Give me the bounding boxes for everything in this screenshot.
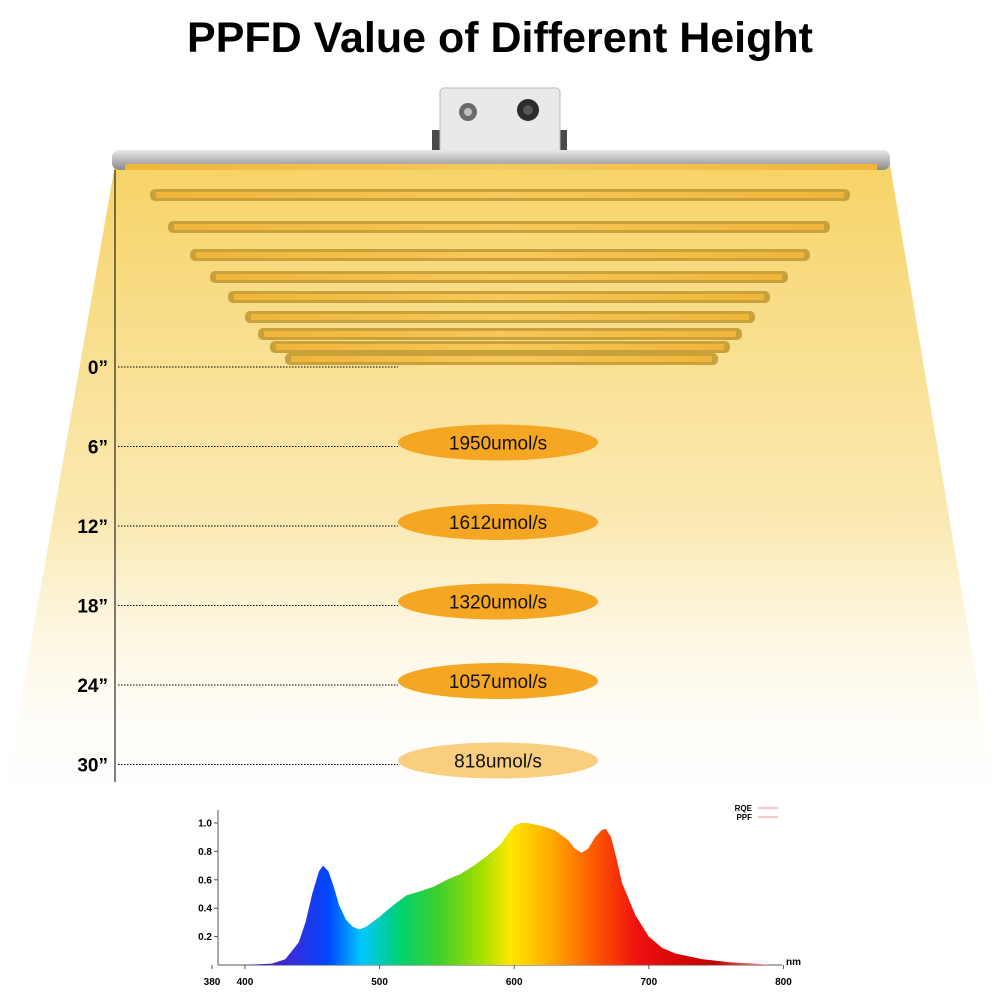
spectrum-legend-label: RQE <box>735 804 753 813</box>
height-label: 18” <box>77 597 108 618</box>
led-strip <box>196 252 804 258</box>
height-row: 24” 1057umol/s <box>77 663 598 699</box>
spectrum-x-label: nm <box>786 957 801 968</box>
ppfd-badge <box>398 424 598 461</box>
light-beam <box>0 165 1000 820</box>
ppfd-badge <box>398 583 598 620</box>
spectrum-y-tick-label: 0.6 <box>198 875 212 886</box>
spectrum-x-tick-label: 800 <box>775 977 792 988</box>
spectrum-legend-label: PPF <box>736 813 752 822</box>
height-label: 24” <box>77 676 108 697</box>
height-label: 12” <box>77 517 108 538</box>
height-row: 18” 1320umol/s <box>77 583 598 620</box>
led-strip <box>276 344 724 350</box>
height-row: 0” <box>88 358 398 379</box>
ppfd-value: 1320umol/s <box>449 593 547 614</box>
ppfd-badge <box>398 663 598 699</box>
spectrum-x-tick-label: 380 <box>204 977 221 988</box>
height-row: 6” 1950umol/s <box>88 424 598 461</box>
led-strip <box>251 314 749 320</box>
spectrum-y-tick-label: 0.8 <box>198 847 212 858</box>
height-label: 30” <box>77 756 108 777</box>
ppfd-value: 1950umol/s <box>449 434 547 455</box>
led-strip <box>234 294 764 300</box>
spectrum-x-tick-label: 700 <box>640 977 657 988</box>
led-strip <box>156 192 844 198</box>
spectrum-x-tick-label: 500 <box>371 977 388 988</box>
height-row: 12” 1612umol/s <box>77 504 598 540</box>
ppfd-value: 1057umol/s <box>449 672 547 693</box>
ppfd-badge <box>398 504 598 540</box>
spectrum-y-tick-label: 0.4 <box>198 904 212 915</box>
light-bars <box>150 189 850 365</box>
spectrum-x-tick-label: 400 <box>237 977 254 988</box>
page-title: PPFD Value of Different Height <box>187 14 813 62</box>
height-label: 0” <box>88 358 108 379</box>
ppfd-value: 818umol/s <box>454 752 542 773</box>
spectrum-y-tick-label: 1.0 <box>198 819 212 830</box>
ppfd-badge <box>398 742 598 779</box>
height-label: 6” <box>88 438 108 459</box>
spectrum-area <box>218 823 770 965</box>
led-strip <box>216 274 782 280</box>
spectrum-x-tick-label: 600 <box>506 977 523 988</box>
height-row: 30” 818umol/s <box>77 742 598 779</box>
led-strip <box>174 224 824 230</box>
led-strip <box>264 331 736 337</box>
spectrum-y-tick-label: 0.2 <box>198 932 212 943</box>
led-strip <box>291 356 712 362</box>
ppfd-value: 1612umol/s <box>449 513 547 534</box>
driver-box <box>432 87 567 158</box>
spectrum-chart: 0.2 0.4 0.6 0.8 1.0 380 400 500 600 700 800 RQEPPF… <box>198 804 801 988</box>
